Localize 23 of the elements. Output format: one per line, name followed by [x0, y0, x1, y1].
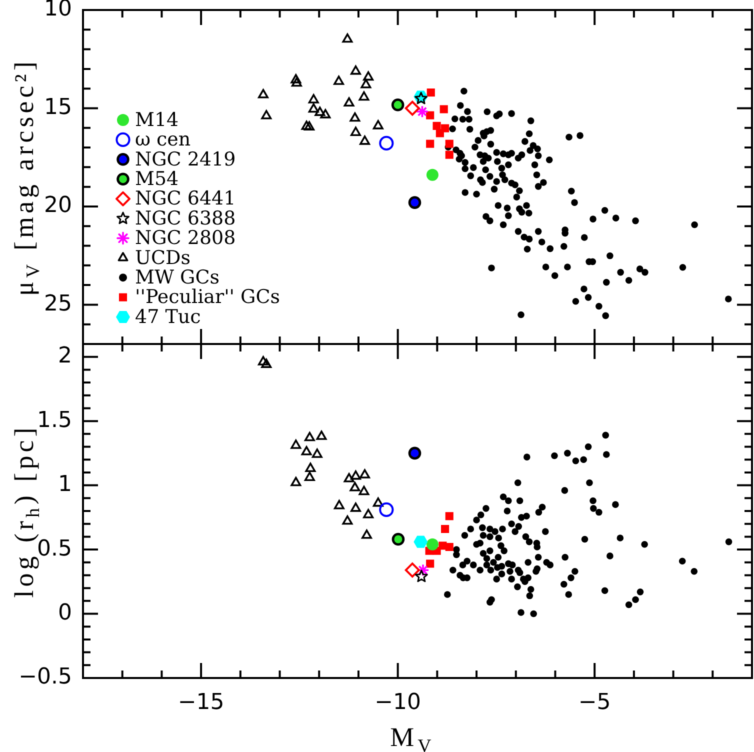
legend-label: NGC 2419	[135, 148, 236, 170]
y-tick-label: 25	[44, 291, 72, 316]
y-tick-label: 15	[44, 94, 72, 120]
legend-label: M54	[135, 168, 179, 190]
y-tick-label: 20	[44, 193, 72, 218]
legend-label: ''Peculiar'' GCs	[135, 286, 280, 308]
legend-label: MW GCs	[135, 266, 220, 289]
x-tick-label: −10	[374, 690, 422, 715]
legend-label: 47 Tuc	[135, 306, 201, 328]
legend-label: M14	[135, 108, 179, 131]
legend-label: NGC 6441	[135, 188, 236, 210]
y-tick-label: 1	[58, 472, 72, 498]
legend-label: NGC 6388	[135, 207, 236, 230]
x-axis-title: M$_{V}$	[390, 722, 435, 752]
y-tick-label: 1.5	[37, 408, 72, 433]
legend-label: UCDs	[135, 246, 191, 269]
y-tick-label: −0.5	[18, 664, 72, 690]
y-tick-label: 2	[58, 344, 72, 369]
x-tick-label: −5	[578, 690, 611, 715]
x-tick-label: −15	[178, 690, 224, 715]
legend-label: ω cen	[135, 128, 191, 151]
y-tick-label: 0	[58, 600, 72, 626]
legend-label: NGC 2808	[135, 227, 236, 250]
